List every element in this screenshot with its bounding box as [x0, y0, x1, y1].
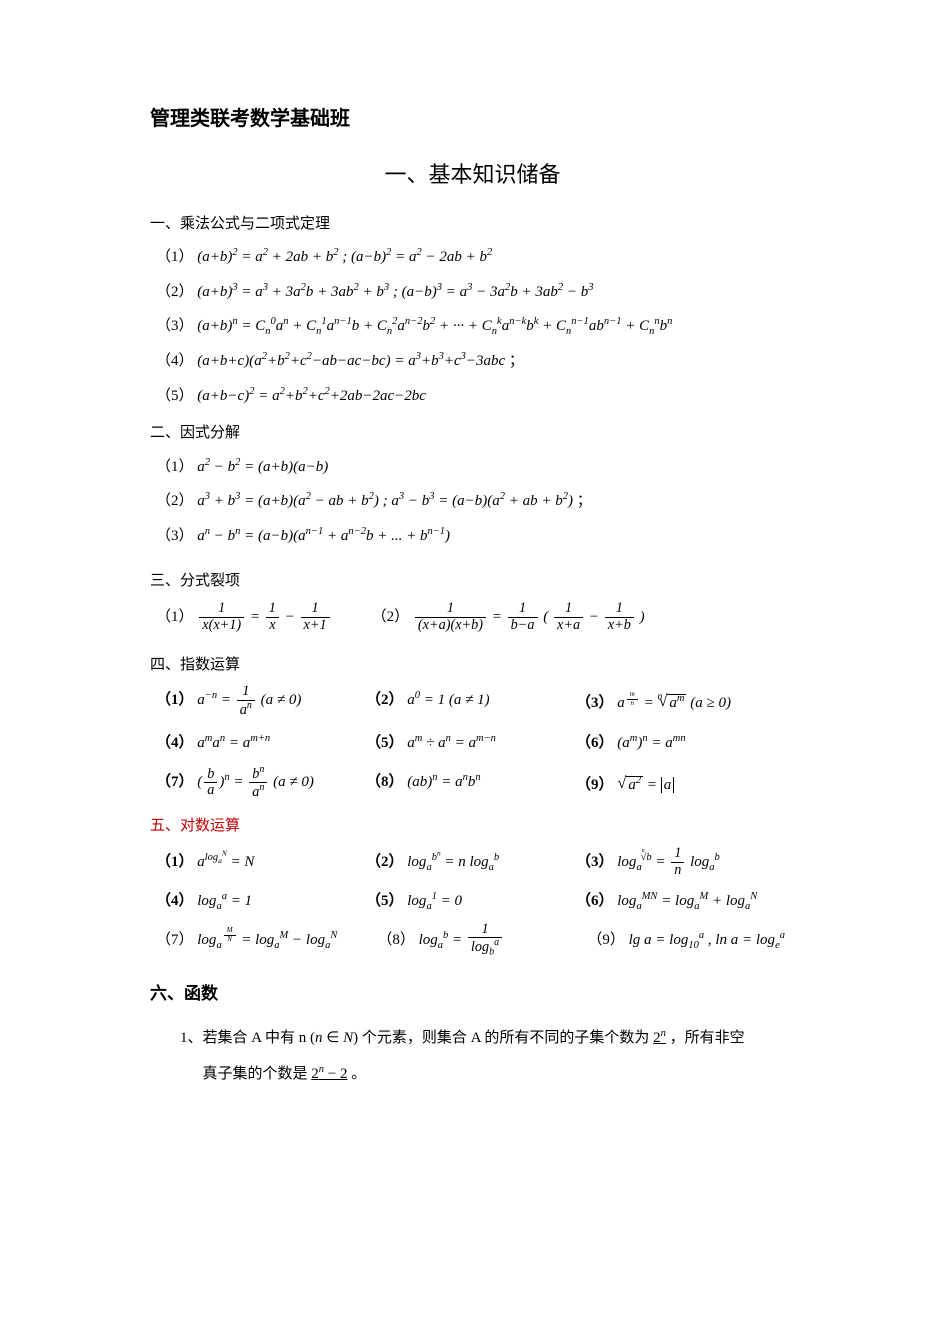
- formula-4-1: （1） a−n = 1an (a ≠ 0): [156, 681, 326, 724]
- section-6-body: 1、若集合 A 中有 n (n ∈ N) 个元素，则集合 A 的所有不同的子集个…: [180, 1020, 795, 1092]
- chapter-title: 一、基本知识储备: [150, 154, 795, 196]
- formula-5-1: （1） alogaN = N: [156, 843, 326, 882]
- formula-4-8: （8） (ab)n = anbn: [366, 763, 536, 806]
- section-2-heading: 二、因式分解: [150, 419, 795, 448]
- formula-2-1: （1） a2 − b2 = (a+b)(a−b): [156, 450, 795, 485]
- formula-1-2: （2） (a+b)3 = a3 + 3a2b + 3ab2 + b3 ; (a−…: [156, 275, 795, 310]
- section-4-heading: 四、指数运算: [150, 651, 795, 680]
- formula-4-row-3: （7） (ba)n = bnan (a ≠ 0) （8） (ab)n = anb…: [156, 763, 795, 806]
- formula-2-2: （2） a3 + b3 = (a+b)(a2 − ab + b2) ; a3 −…: [156, 484, 795, 519]
- formula-4-9: （9） √a2 = a: [576, 763, 746, 806]
- formula-1-4: （4） (a+b+c)(a2+b2+c2−ab−ac−bc) = a3+b3+c…: [156, 344, 795, 379]
- formula-5-6: （6） logaMN = logaM + logaN: [576, 882, 757, 921]
- formula-5-4: （4） logaa = 1: [156, 882, 326, 921]
- formula-3-1: （1） 1x(x+1) = 1x − 1x+1: [156, 598, 332, 637]
- section-3-heading: 三、分式裂项: [150, 567, 795, 596]
- formula-3-row: （1） 1x(x+1) = 1x − 1x+1 （2） 1(x+a)(x+b) …: [156, 598, 795, 637]
- section-5-heading: 五、对数运算: [150, 812, 795, 841]
- formula-5-row-2: （4） logaa = 1 （5） loga1 = 0 （6） logaMN =…: [156, 882, 795, 921]
- formula-2-3: （3） an − bn = (a−b)(an−1 + an−2b + ... +…: [156, 519, 795, 554]
- formula-3-2: （2） 1(x+a)(x+b) = 1b−a ( 1x+a − 1x+b ): [372, 598, 645, 637]
- formula-4-3: （3） amn = n√am (a ≥ 0): [576, 681, 746, 724]
- formula-1-1: （1） (a+b)2 = a2 + 2ab + b2 ; (a−b)2 = a2…: [156, 240, 795, 275]
- formula-4-row-2: （4） aman = am+n （5） am ÷ an = am−n （6） (…: [156, 724, 795, 763]
- formula-1-5: （5） (a+b−c)2 = a2+b2+c2+2ab−2ac−2bc: [156, 379, 795, 414]
- formula-4-6: （6） (am)n = amn: [576, 724, 746, 763]
- formula-5-7: （7） logaMN = logaM − logaN: [156, 921, 337, 960]
- formula-5-5: （5） loga1 = 0: [366, 882, 536, 921]
- formula-4-7: （7） (ba)n = bnan (a ≠ 0): [156, 763, 326, 806]
- document-title: 管理类联考数学基础班: [150, 100, 795, 138]
- section-1-heading: 一、乘法公式与二项式定理: [150, 210, 795, 239]
- formula-5-3: （3） logan√b = 1n logab: [576, 843, 746, 882]
- formula-5-row-1: （1） alogaN = N （2） logabn = n logab （3） …: [156, 843, 795, 882]
- formula-5-row-3: （7） logaMN = logaM − logaN （8） logab = 1…: [156, 921, 795, 960]
- formula-1-3: （3） (a+b)n = Cn0an + Cn1an−1b + Cn2an−2b…: [156, 309, 795, 344]
- formula-4-row-1: （1） a−n = 1an (a ≠ 0) （2） a0 = 1 (a ≠ 1)…: [156, 681, 795, 724]
- formula-5-2: （2） logabn = n logab: [366, 843, 536, 882]
- section-6-heading: 六、函数: [150, 978, 795, 1010]
- formula-4-2: （2） a0 = 1 (a ≠ 1): [366, 681, 536, 724]
- formula-5-8: （8） logab = 1logba: [377, 921, 547, 960]
- formula-4-4: （4） aman = am+n: [156, 724, 326, 763]
- formula-4-5: （5） am ÷ an = am−n: [366, 724, 536, 763]
- formula-5-9: （9） lg a = log10a , ln a = logea: [587, 921, 785, 960]
